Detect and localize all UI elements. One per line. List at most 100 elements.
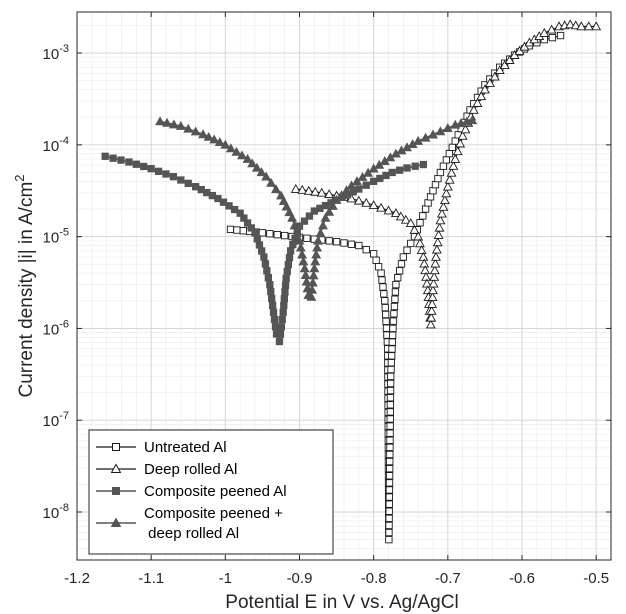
data-point (297, 249, 308, 259)
data-point (448, 143, 456, 151)
data-point (242, 153, 253, 163)
legend-item-composite: Composite peened Al (96, 483, 287, 500)
data-point (468, 104, 479, 114)
data-point (315, 228, 326, 237)
data-point (264, 274, 272, 282)
data-point (476, 91, 487, 101)
data-point (268, 294, 276, 303)
data-point (479, 84, 490, 94)
data-point (387, 359, 396, 367)
data-point (260, 253, 268, 261)
y-tick-label: 10-3 (43, 43, 69, 63)
data-point (361, 197, 372, 207)
data-point (386, 394, 395, 402)
data-point (169, 173, 178, 181)
data-point (381, 310, 390, 319)
data-point (230, 205, 239, 214)
data-point (289, 241, 297, 249)
data-point (583, 21, 594, 31)
data-point (413, 231, 424, 241)
x-axis-label: Potential E in V vs. Ag/AgCl (225, 592, 458, 613)
data-point (388, 352, 396, 360)
data-point (251, 229, 259, 237)
data-point (266, 177, 277, 187)
data-point (275, 337, 284, 346)
data-point (399, 253, 407, 261)
data-point (416, 245, 427, 255)
data-point (386, 436, 394, 444)
data-point (379, 283, 387, 291)
data-point (372, 256, 380, 264)
data-point (428, 278, 439, 288)
data-point (263, 267, 271, 275)
data-point (168, 119, 179, 129)
data-point (395, 166, 404, 174)
data-point (312, 242, 323, 252)
data-point (435, 126, 446, 136)
data-point (324, 189, 335, 199)
data-point (409, 224, 420, 234)
data-point (411, 162, 419, 170)
data-point (290, 183, 301, 193)
data-point (267, 287, 275, 296)
data-point (397, 260, 406, 268)
data-point (386, 443, 394, 452)
data-point (275, 190, 286, 200)
data-point (472, 98, 483, 107)
data-point (281, 201, 292, 211)
data-point (405, 218, 416, 228)
data-point (225, 143, 236, 153)
data-point (203, 131, 214, 141)
data-point (316, 187, 327, 197)
data-point (403, 164, 411, 172)
data-point (441, 188, 452, 198)
data-point (266, 230, 274, 238)
data-point (285, 254, 294, 262)
data-point (389, 324, 397, 333)
legend-label-composite-deep-line2: deep rolled Al (144, 525, 239, 542)
data-point (385, 507, 393, 515)
data-point (117, 156, 125, 164)
data-point (340, 239, 348, 247)
data-point (427, 298, 438, 308)
data-point (303, 234, 311, 242)
y-tick-label: 10-7 (43, 410, 69, 430)
data-point (430, 258, 441, 268)
data-point (413, 135, 424, 145)
legend-item-deep-rolled: Deep rolled Al (96, 461, 237, 478)
data-point (236, 209, 244, 217)
data-point (387, 372, 395, 381)
data-point (362, 246, 370, 254)
data-point (270, 315, 279, 324)
data-point (132, 160, 140, 168)
data-point (385, 528, 393, 537)
data-point (282, 274, 290, 283)
data-point (442, 123, 453, 132)
data-point (436, 208, 447, 218)
data-point (313, 235, 324, 245)
data-point (391, 295, 399, 303)
data-point (355, 185, 363, 193)
data-point (435, 215, 446, 225)
data-point (400, 214, 411, 224)
legend-box (88, 429, 334, 555)
data-point (385, 514, 393, 522)
data-point (183, 123, 194, 133)
data-point (310, 186, 321, 196)
data-point (284, 207, 295, 217)
data-point (383, 205, 394, 215)
data-point (292, 228, 302, 237)
data-point (570, 20, 581, 30)
data-point (289, 220, 300, 230)
data-point (190, 126, 201, 136)
data-point (382, 171, 390, 180)
data-point (457, 130, 468, 140)
data-point (283, 267, 291, 276)
data-point (388, 345, 396, 353)
data-point (376, 202, 387, 212)
data-point (175, 120, 186, 130)
data-point (426, 305, 437, 315)
data-point (309, 263, 320, 273)
data-point (386, 401, 395, 409)
data-point (390, 302, 399, 311)
